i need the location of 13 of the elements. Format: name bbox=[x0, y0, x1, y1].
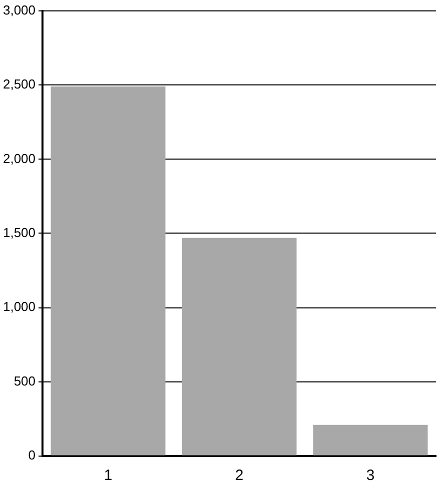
x-tick-label: 3 bbox=[366, 467, 375, 484]
x-tick-label: 1 bbox=[104, 467, 112, 484]
bar bbox=[50, 86, 166, 456]
y-tick-label: 1,000 bbox=[2, 299, 36, 314]
x-tick-label: 2 bbox=[235, 467, 244, 484]
y-tick-label: 0 bbox=[28, 448, 36, 463]
y-tick-label: 500 bbox=[14, 373, 36, 388]
bar bbox=[182, 238, 297, 456]
y-tick-label: 3,000 bbox=[2, 2, 36, 18]
y-tick-label: 1,500 bbox=[2, 224, 36, 240]
y-tick-label: 2,500 bbox=[2, 76, 36, 92]
y-tick-label: 2,000 bbox=[2, 150, 36, 166]
bar bbox=[313, 424, 428, 456]
